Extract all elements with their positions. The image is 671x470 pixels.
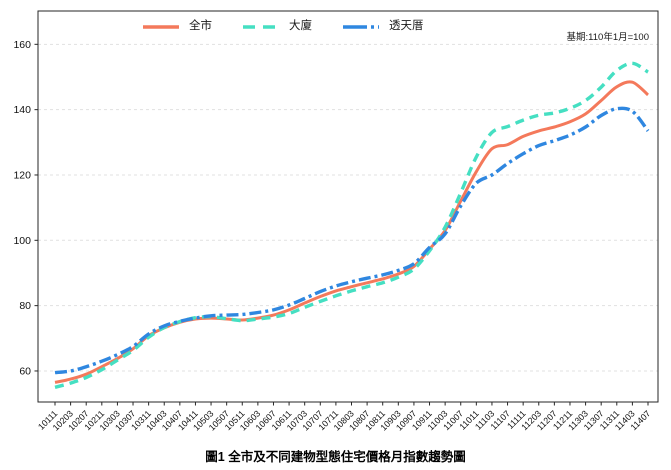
y-tick-label: 80 [19,300,31,312]
series-path-2 [54,106,650,375]
y-tick-label: 60 [19,365,31,377]
legend-label-townhouse: 透天厝 [389,20,424,33]
y-tick-label: 120 [13,169,31,181]
plot-border [37,10,659,403]
y-tick-label: 100 [13,235,31,247]
legend-label-citywide: 全市 [189,20,212,33]
series-path-1 [54,61,649,389]
legend-item-building: 大廈 [242,21,312,33]
y-tick-label: 140 [13,104,31,116]
citywide-line-swatch-icon [143,25,179,29]
base-period-note: 基期:110年1月=100 [566,32,649,43]
building-line-swatch-icon [243,25,279,29]
y-tick-label: 160 [13,39,31,51]
legend-item-citywide: 全市 [142,21,212,33]
townhouse-line-swatch-icon [343,25,379,29]
chart-legend: 全市 大廈 透天厝 [142,21,424,33]
legend-label-building: 大廈 [289,20,312,33]
legend-item-townhouse: 透天厝 [342,21,424,33]
figure-title: 圖1 全市及不同建物型態住宅價格月指數趨勢圖 [205,450,466,464]
